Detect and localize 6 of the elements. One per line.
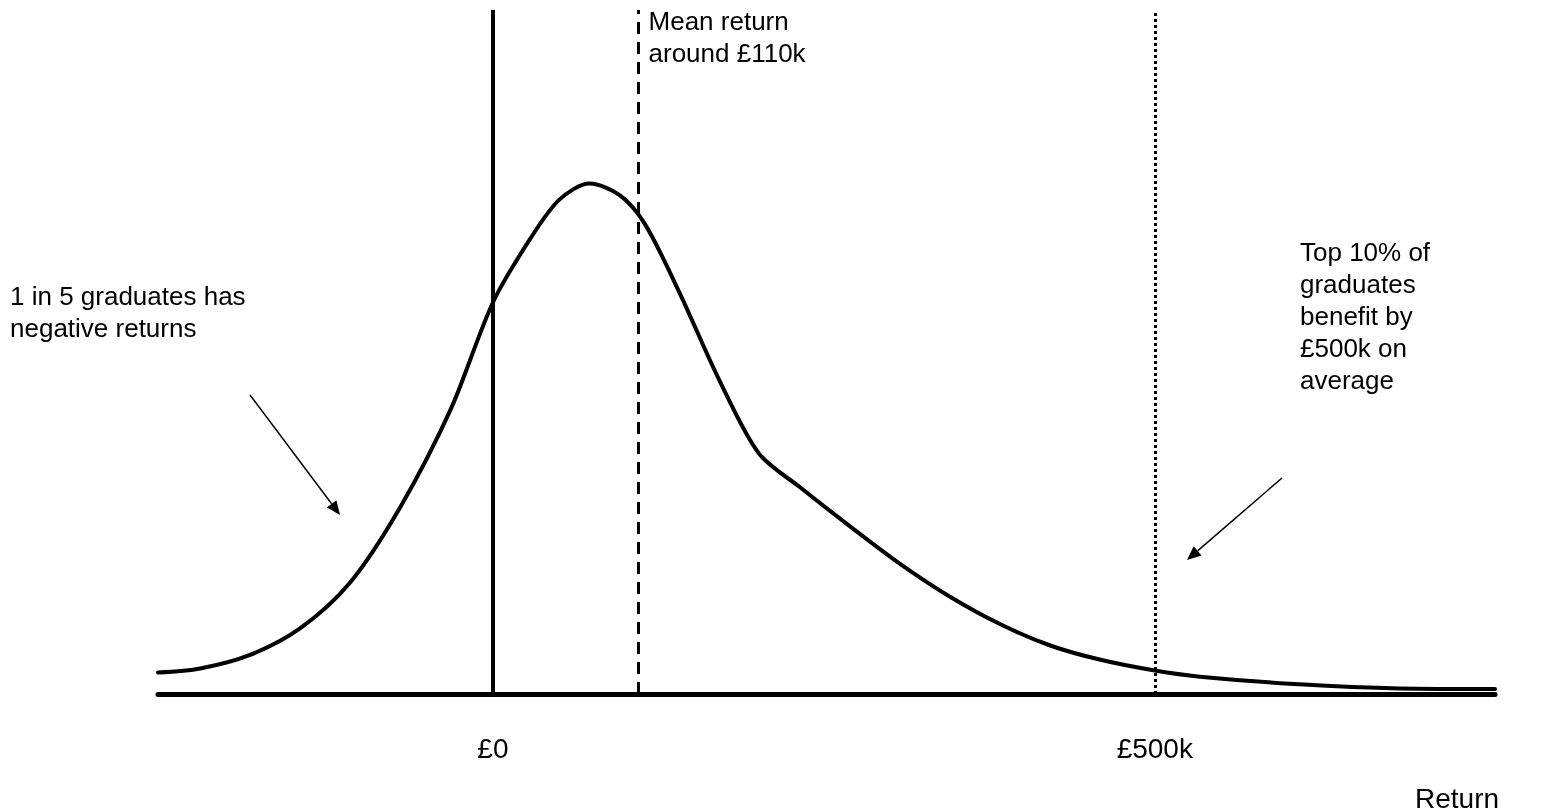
x-tick-label: £0 <box>477 732 509 764</box>
ref-line-label: Mean return around £110k <box>648 6 807 68</box>
annotation: Top 10% of graduates benefit by £500k on average <box>1300 237 1438 395</box>
annotation: 1 in 5 graduates has negative returns <box>10 281 253 343</box>
x-axis-title: Return <box>1415 782 1500 812</box>
x-tick-label: £500k <box>1116 732 1194 764</box>
